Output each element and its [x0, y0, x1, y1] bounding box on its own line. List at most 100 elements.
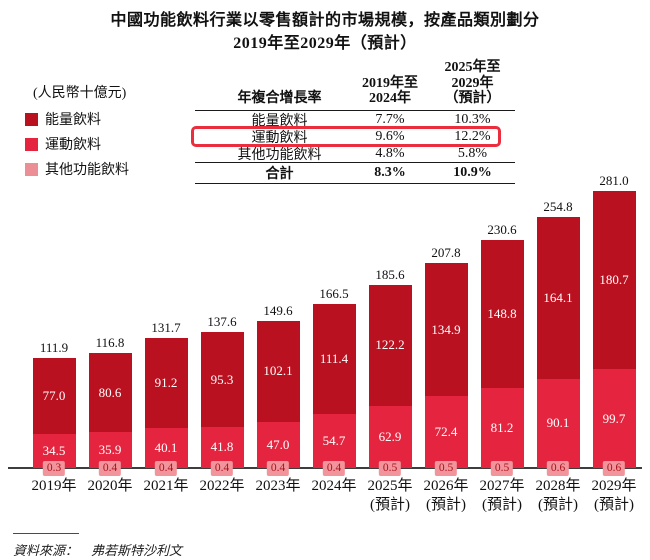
- segment-value-label: 35.9: [98, 442, 122, 458]
- source-note: 資料來源： 弗若斯特沙利文: [13, 543, 183, 558]
- x-axis-label-2021: 2021年: [143, 478, 189, 494]
- segment-value-label: 111.4: [319, 350, 349, 366]
- legend-swatch-icon: [25, 137, 38, 151]
- bar-segment-sports: 72.4: [424, 396, 468, 468]
- other-segment-value-chip: 0.6: [546, 461, 570, 476]
- segment-value-label: 99.7: [602, 410, 626, 426]
- x-axis-label-2019: 2019年: [31, 478, 77, 494]
- other-segment-value-chip: 0.5: [434, 461, 458, 476]
- legend-item-2: 運動飲料: [25, 134, 129, 154]
- segment-value-label: 81.2: [490, 419, 514, 435]
- cagr-total-row: 合計 8.3% 10.9%: [195, 162, 515, 185]
- cagr-total-label: 合計: [265, 167, 294, 183]
- other-segment-value-chip: 0.4: [322, 461, 346, 476]
- x-axis-label-2025: 2025年 (預計): [367, 478, 413, 513]
- bar-group-2023: 149.6 102.1 47.0 0.4: [250, 168, 306, 476]
- x-axis-label-2022: 2022年: [199, 478, 245, 494]
- cagr-total-period1: 8.3%: [374, 165, 406, 181]
- legend-item-1: 能量飲料: [25, 109, 129, 129]
- bar-group-2024: 166.5 111.4 54.7 0.4: [306, 168, 362, 476]
- bar-total-label: 185.6: [375, 266, 405, 282]
- bar-group-2029: 281.0 180.7 99.7 0.6: [586, 168, 642, 476]
- other-segment-value-chip: 0.3: [42, 461, 66, 476]
- bar-group-2019: 111.9 77.0 34.5 0.3: [26, 168, 82, 476]
- bar-group-2026: 207.8 134.9 72.4 0.5: [418, 168, 474, 476]
- bar-group-2020: 116.8 80.6 35.9 0.4: [82, 168, 138, 476]
- legend-items: 能量飲料運動飲料其他功能飲料: [25, 109, 129, 179]
- segment-value-label: 148.8: [487, 306, 517, 322]
- bar-total-label: 137.6: [207, 314, 237, 330]
- bar-segment-sports: 99.7: [592, 369, 636, 468]
- source-divider: [13, 533, 79, 534]
- segment-value-label: 47.0: [266, 436, 290, 452]
- other-segment-value-chip: 0.5: [490, 461, 514, 476]
- cagr-row-period2: 10.3%: [454, 111, 491, 127]
- bar-segment-sports: 62.9: [368, 405, 412, 468]
- bar-segment-energy: 180.7: [592, 190, 636, 370]
- other-segment-value-chip: 0.4: [154, 461, 178, 476]
- x-axis-label-2029: 2029年 (預計): [591, 478, 637, 513]
- bar-total-label: 149.6: [263, 302, 293, 318]
- bar-segment-energy: 95.3: [200, 332, 244, 427]
- legend-item-label: 能量飲料: [45, 113, 101, 128]
- other-segment-value-chip: 0.4: [98, 461, 122, 476]
- bar-segment-energy: 77.0: [32, 357, 76, 434]
- segment-value-label: 40.1: [154, 440, 178, 456]
- cagr-table: 年複合增長率 2019年至 2024年 2025年至 2029年 （預計） 能量…: [191, 60, 515, 185]
- cagr-table-body: 能量飲料 7.7% 10.3% 運動飲料 9.6% 12.2% 其他功能飲料 4.8% 5.8%: [191, 111, 515, 163]
- bar-segment-energy: 102.1: [256, 320, 300, 422]
- bar-segment-energy: 122.2: [368, 284, 412, 406]
- bar-total-label: 131.7: [151, 320, 181, 336]
- bar-segment-energy: 91.2: [144, 338, 188, 429]
- bar-total-label: 207.8: [431, 244, 461, 260]
- cagr-header-period1: 2019年至 2024年: [362, 75, 418, 107]
- legend-item-label: 運動飲料: [45, 138, 101, 153]
- legend-swatch-icon: [25, 112, 38, 126]
- segment-value-label: 95.3: [210, 371, 234, 387]
- segment-value-label: 122.2: [375, 337, 405, 353]
- segment-value-label: 134.9: [431, 321, 461, 337]
- other-segment-value-chip: 0.5: [378, 461, 402, 476]
- x-axis-label-2023: 2023年: [255, 478, 301, 494]
- chart-title-line1: 中國功能飲料行業以零售額計的市場規模，按產品類別劃分: [110, 12, 540, 29]
- cagr-row-period1: 9.6%: [375, 128, 405, 144]
- x-axis-label-2026: 2026年 (預計): [423, 478, 469, 513]
- cagr-row-period2: 5.8%: [457, 145, 488, 161]
- bar-segment-energy: 164.1: [536, 216, 580, 379]
- segment-value-label: 91.2: [154, 375, 178, 391]
- x-axis-label-2027: 2027年 (預計): [479, 478, 525, 513]
- cagr-table-header: 年複合增長率 2019年至 2024年 2025年至 2029年 （預計）: [195, 60, 515, 112]
- bar-segment-sports: 90.1: [536, 378, 580, 468]
- cagr-row-label: 其他功能飲料: [237, 147, 322, 163]
- bar-total-label: 116.8: [95, 334, 125, 350]
- legend-item-label: 其他功能飲料: [45, 163, 129, 178]
- segment-value-label: 77.0: [42, 387, 66, 403]
- bar-segment-sports: 81.2: [480, 387, 524, 468]
- bar-total-label: 111.9: [39, 339, 69, 355]
- bar-total-label: 254.8: [543, 198, 573, 214]
- x-axis-label-2028: 2028年 (預計): [535, 478, 581, 513]
- x-axis-labels: 2019年 2020年 2021年 2022年 2023年 2024年 2025年 (預計)…: [26, 477, 642, 515]
- bar-group-2025: 185.6 122.2 62.9 0.5: [362, 168, 418, 476]
- segment-value-label: 90.1: [546, 415, 570, 431]
- x-axis-label-2024: 2024年: [311, 478, 357, 494]
- segment-value-label: 80.6: [98, 384, 122, 400]
- segment-value-label: 164.1: [543, 289, 573, 305]
- other-segment-value-chip: 0.4: [210, 461, 234, 476]
- legend-item-3: 其他功能飲料: [25, 159, 129, 179]
- segment-value-label: 54.7: [322, 432, 346, 448]
- unit-label: (人民幣十億元): [33, 86, 127, 101]
- segment-value-label: 180.7: [599, 271, 629, 287]
- bar-total-label: 166.5: [319, 285, 349, 301]
- cagr-row-2: 運動飲料 9.6% 12.2%: [195, 128, 515, 146]
- legend: (人民幣十億元) 能量飲料運動飲料其他功能飲料: [25, 82, 129, 184]
- segment-value-label: 34.5: [42, 442, 66, 458]
- cagr-header-metric: 年複合增長率: [237, 91, 322, 107]
- bar-segment-energy: 111.4: [312, 303, 356, 414]
- other-segment-value-chip: 0.4: [266, 461, 290, 476]
- bar-total-label: 230.6: [487, 222, 517, 238]
- segment-value-label: 62.9: [378, 428, 402, 444]
- bar-total-label: 281.0: [599, 172, 629, 188]
- cagr-row-label: 運動飲料: [251, 130, 308, 146]
